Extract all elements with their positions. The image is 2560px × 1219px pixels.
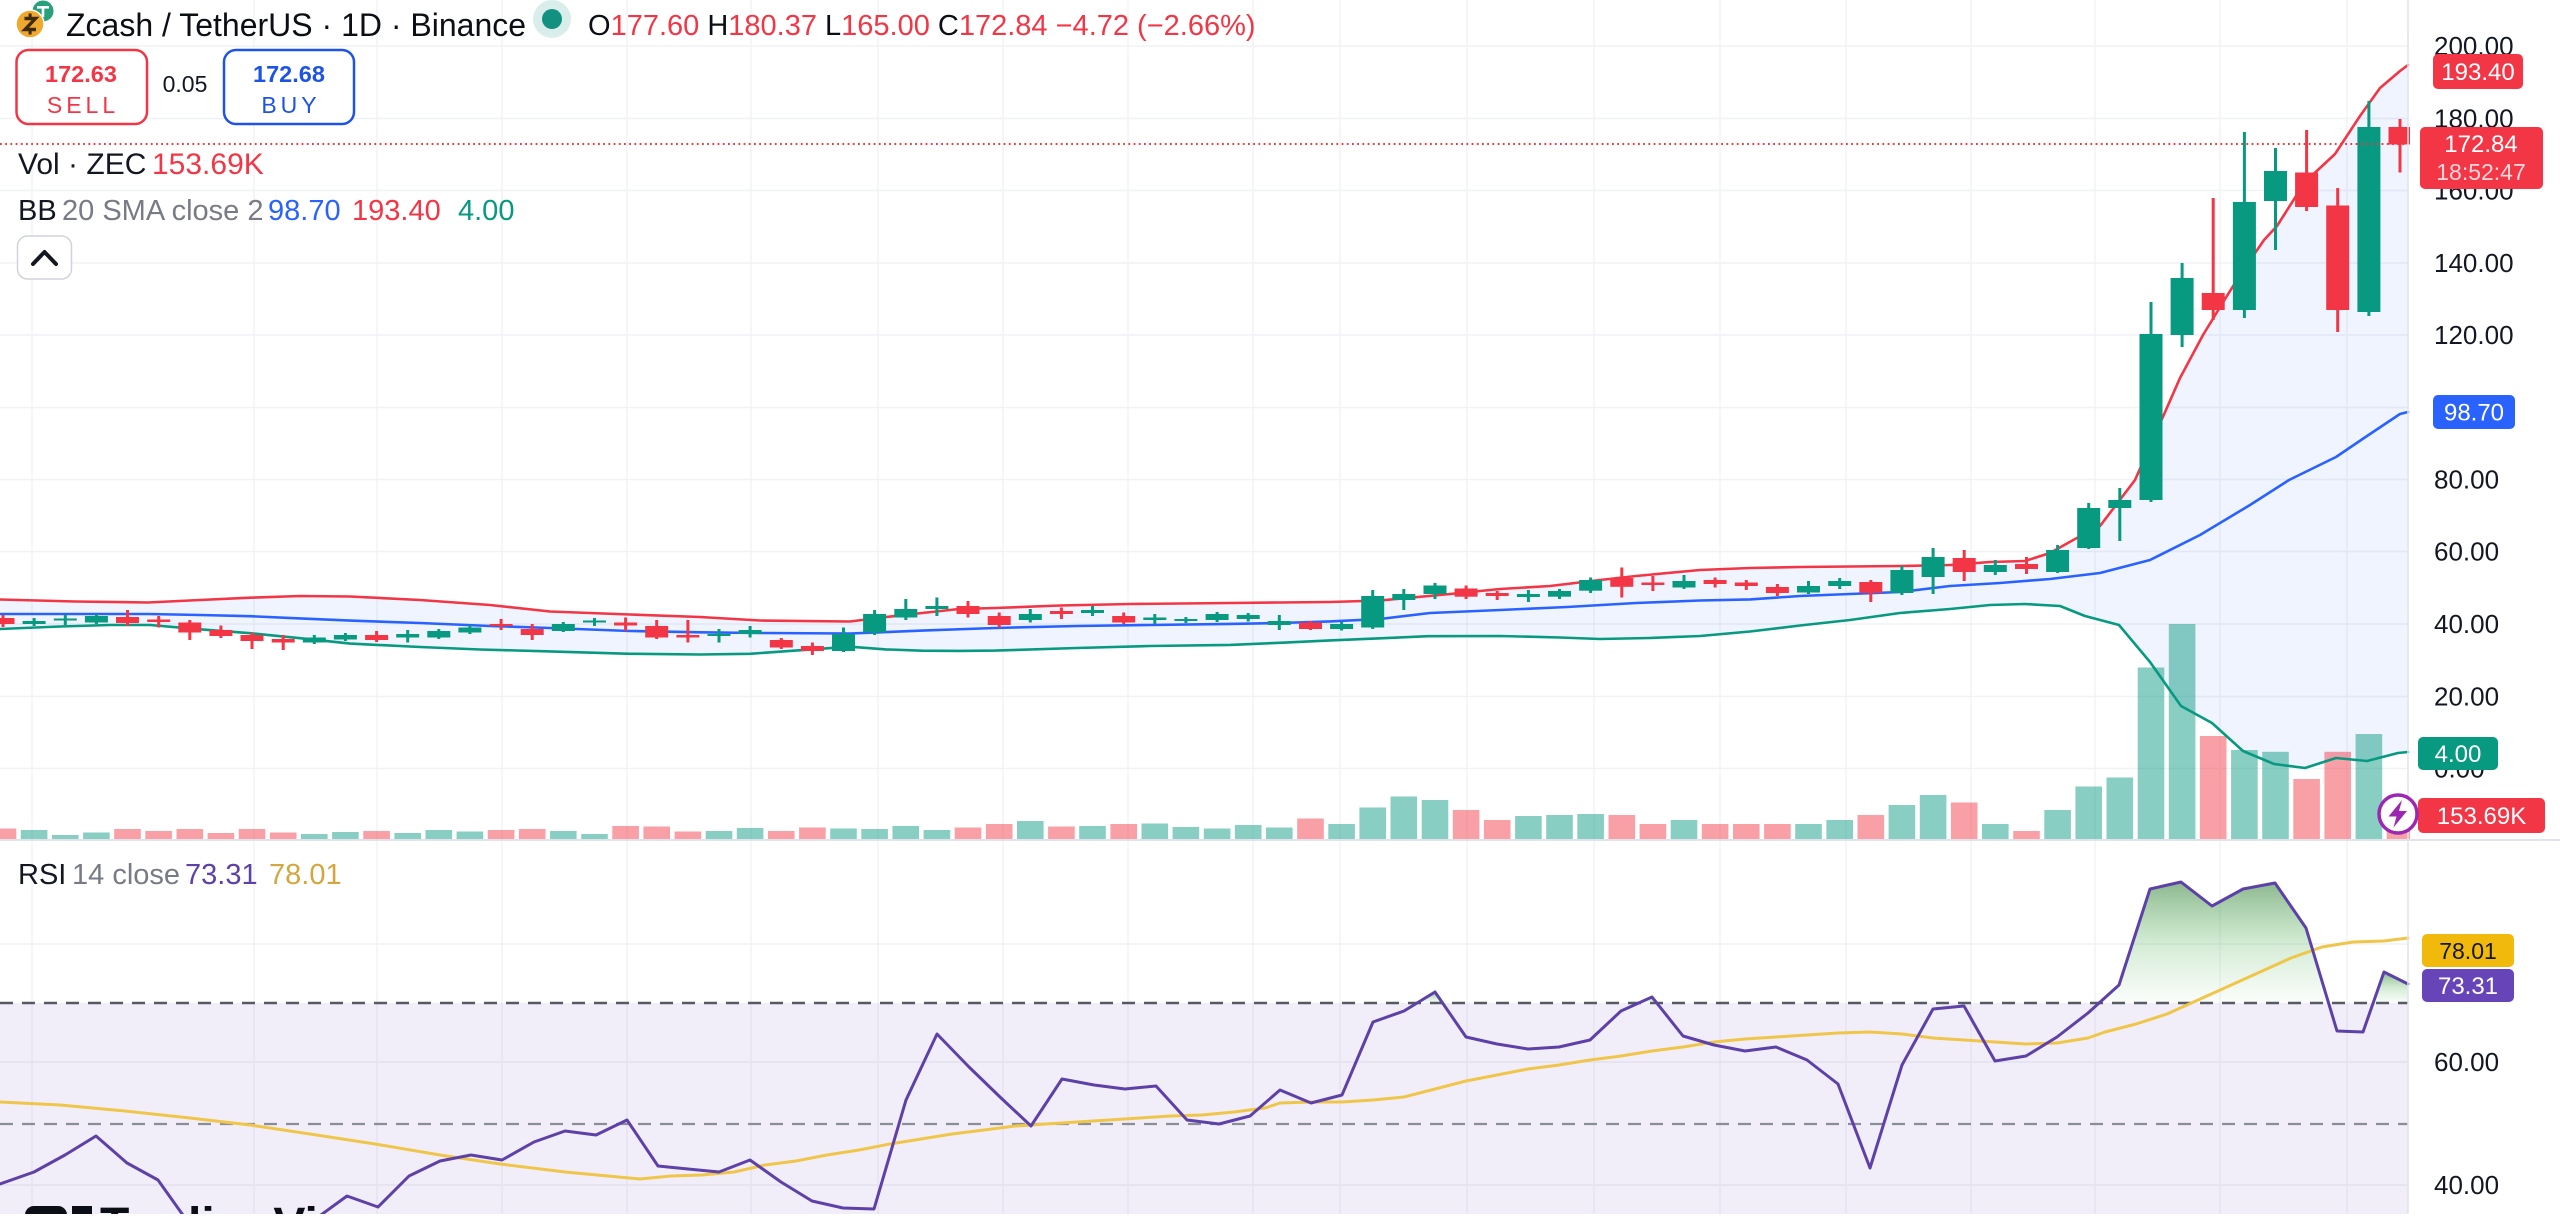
svg-text:78.01: 78.01 [2439, 938, 2497, 964]
svg-text:73.31: 73.31 [2438, 973, 2498, 1000]
svg-text:193.40: 193.40 [2441, 59, 2514, 86]
svg-text:Zcash / TetherUS · 1D · Binanc: Zcash / TetherUS · 1D · Binance [66, 7, 526, 43]
svg-text:153.69K: 153.69K [2437, 803, 2526, 830]
svg-text:172.68: 172.68 [253, 61, 325, 87]
svg-text:40.00: 40.00 [2434, 609, 2499, 639]
svg-text:140.00: 140.00 [2434, 248, 2514, 278]
svg-text:20.00: 20.00 [2434, 682, 2499, 712]
svg-text:40.00: 40.00 [2434, 1170, 2499, 1200]
svg-text:4.00: 4.00 [2435, 741, 2482, 768]
svg-text:SELL: SELL [47, 92, 119, 118]
svg-text:O177.60 H180.37 L165.00 C172.8: O177.60 H180.37 L165.00 C172.84 −4.72 (−… [588, 10, 1256, 42]
svg-text:120.00: 120.00 [2434, 320, 2514, 350]
svg-text:98.70: 98.70 [2444, 400, 2504, 427]
svg-text:TradingView: TradingView [100, 1199, 383, 1214]
svg-text:0.05: 0.05 [163, 71, 208, 97]
svg-text:BUY: BUY [261, 92, 320, 118]
svg-text:80.00: 80.00 [2434, 465, 2499, 495]
svg-text:60.00: 60.00 [2434, 1047, 2499, 1077]
svg-text:172.63: 172.63 [45, 61, 117, 87]
svg-text:18:52:47: 18:52:47 [2436, 159, 2526, 185]
svg-text:60.00: 60.00 [2434, 537, 2499, 567]
svg-text:172.84: 172.84 [2444, 131, 2517, 158]
